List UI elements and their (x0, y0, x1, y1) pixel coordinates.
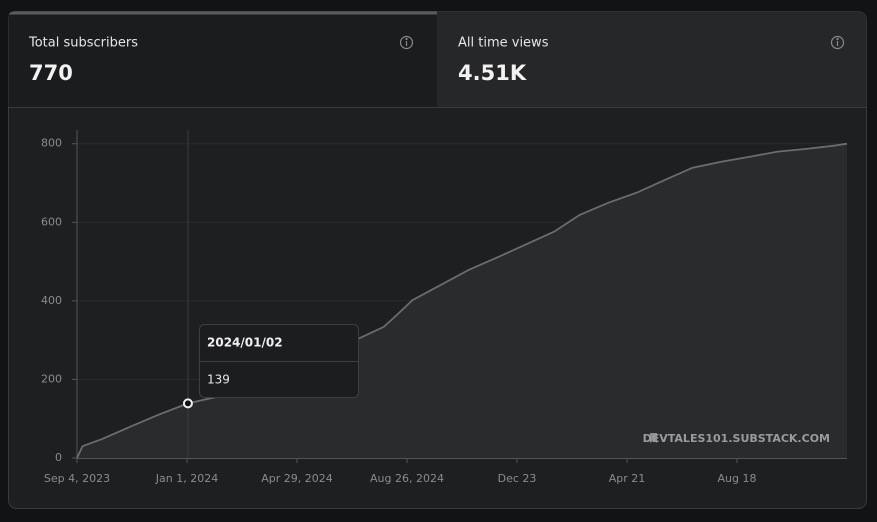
x-tick-label: Sep 4, 2023 (44, 472, 110, 485)
hover-point (182, 398, 193, 409)
tab-indicator (8, 11, 437, 15)
stat-label: Total subscribers (28, 36, 138, 51)
x-tick-label: Dec 23 (498, 472, 537, 485)
info-icon[interactable] (830, 35, 845, 50)
y-tick-label: 400 (41, 294, 62, 307)
x-tick-label: Apr 29, 2024 (261, 472, 333, 485)
info-icon[interactable] (399, 35, 414, 50)
tooltip-date: 2024/01/02 (207, 336, 283, 350)
tab[interactable] (437, 11, 867, 108)
tooltip-value: 139 (207, 373, 230, 387)
y-tick-label: 800 (41, 137, 62, 150)
x-tick-label: Jan 1, 2024 (155, 472, 218, 485)
bookmark-icon (650, 433, 657, 443)
y-tick-label: 200 (41, 372, 62, 385)
watermark: DEVTALES101.SUBSTACK.COM (643, 432, 830, 445)
y-tick-label: 0 (55, 451, 62, 464)
x-tick-label: Aug 26, 2024 (370, 472, 444, 485)
y-tick-label: 600 (41, 215, 62, 228)
stat-value: 770 (29, 61, 73, 85)
stat-label: All time views (458, 36, 549, 51)
x-tick-label: Aug 18 (718, 472, 757, 485)
x-tick-label: Apr 21 (609, 472, 646, 485)
plot: 0 200 400 600 800 Sep 4, 2023 Jan 1, 2024 Apr 2… (41, 130, 848, 485)
stat-value: 4.51K (458, 61, 527, 85)
tab-selected[interactable] (8, 11, 438, 108)
